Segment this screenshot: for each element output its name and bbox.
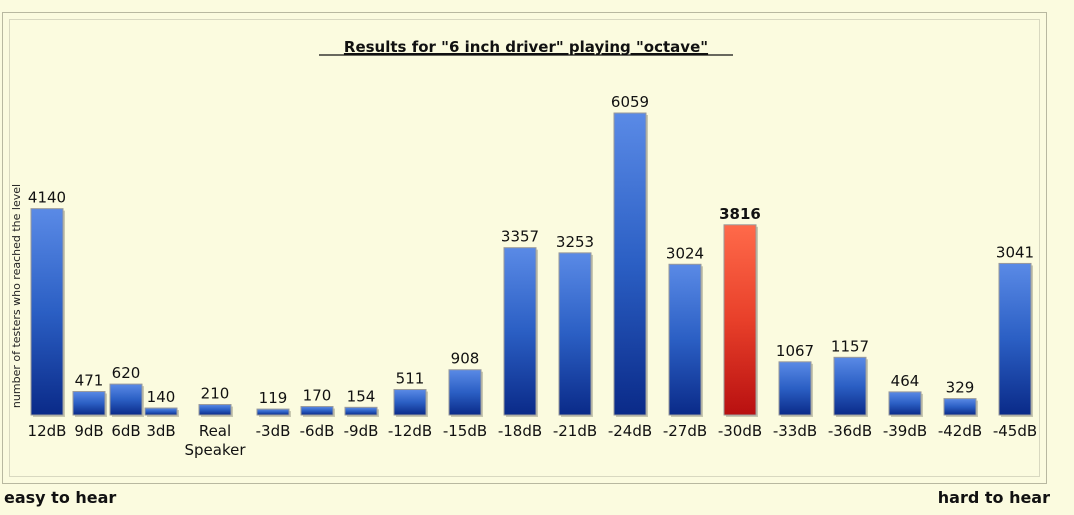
category-label: -6dB (300, 422, 335, 440)
bar (256, 408, 290, 416)
bar (109, 383, 143, 416)
bar (668, 263, 702, 416)
bar-value-label: 1157 (831, 337, 869, 355)
bar (998, 262, 1032, 416)
value-labels-group: 4140 471 620 140 210 119 170 154 511 908 3357 3253 6… (28, 93, 1034, 407)
bar (613, 112, 647, 416)
bar (448, 369, 482, 416)
category-label: -3dB (256, 422, 291, 440)
category-label: 6dB (111, 422, 140, 440)
hard-to-hear-label: hard to hear (937, 488, 1050, 507)
easy-to-hear-label: easy to hear (4, 488, 117, 507)
bar-value-label: 154 (347, 387, 376, 405)
bar (344, 406, 378, 416)
bar (888, 391, 922, 416)
bar-value-label: 140 (147, 388, 176, 406)
bar-value-label: 3024 (666, 244, 704, 262)
chart-title: Results for "6 inch driver" playing "oct… (344, 38, 708, 56)
category-label: Real (199, 422, 231, 440)
category-label: Speaker (184, 441, 246, 459)
bar-value-label: 170 (303, 387, 332, 405)
bar (943, 398, 977, 416)
bar-value-label: 4140 (28, 189, 66, 207)
bar (72, 391, 106, 416)
y-axis-label: number of testers who reached the level (10, 184, 23, 408)
bar-value-label: 471 (75, 372, 104, 390)
bar-value-label: 6059 (611, 93, 649, 111)
category-label: -36dB (828, 422, 872, 440)
bar-value-label: 511 (396, 370, 425, 388)
bars-group (30, 112, 1033, 417)
category-label: -27dB (663, 422, 707, 440)
bar (833, 356, 867, 416)
bar (503, 247, 537, 416)
category-label: -39dB (883, 422, 927, 440)
bar-value-label: 464 (891, 372, 920, 390)
category-label: -15dB (443, 422, 487, 440)
bar-value-label: 3357 (501, 228, 539, 246)
bar-value-label: 3253 (556, 233, 594, 251)
category-label: -21dB (553, 422, 597, 440)
category-label: -9dB (344, 422, 379, 440)
bar-value-label: 3816 (719, 205, 761, 223)
category-label: 3dB (146, 422, 175, 440)
bar (558, 252, 592, 416)
bar-value-label: 3041 (996, 243, 1034, 261)
bar-value-label: 1067 (776, 342, 814, 360)
bar (393, 389, 427, 416)
category-label: -33dB (773, 422, 817, 440)
category-label: -18dB (498, 422, 542, 440)
bar (300, 406, 334, 416)
bar-value-label: 620 (112, 364, 141, 382)
category-label: -42dB (938, 422, 982, 440)
bar (30, 208, 64, 416)
category-label: -45dB (993, 422, 1037, 440)
bar-value-label: 119 (259, 389, 288, 407)
category-label: -30dB (718, 422, 762, 440)
category-label: 12dB (28, 422, 67, 440)
bar-value-label: 210 (201, 385, 230, 403)
bar-value-label: 329 (946, 379, 975, 397)
bar-highlighted (723, 224, 757, 416)
bar (144, 407, 178, 416)
chart-frame-inner (9, 19, 1040, 477)
category-label: -12dB (388, 422, 432, 440)
chart-frame (2, 12, 1047, 484)
bar-value-label: 908 (451, 350, 480, 368)
bar (778, 361, 812, 416)
category-label: -24dB (608, 422, 652, 440)
bar (198, 404, 232, 416)
category-label: 9dB (74, 422, 103, 440)
